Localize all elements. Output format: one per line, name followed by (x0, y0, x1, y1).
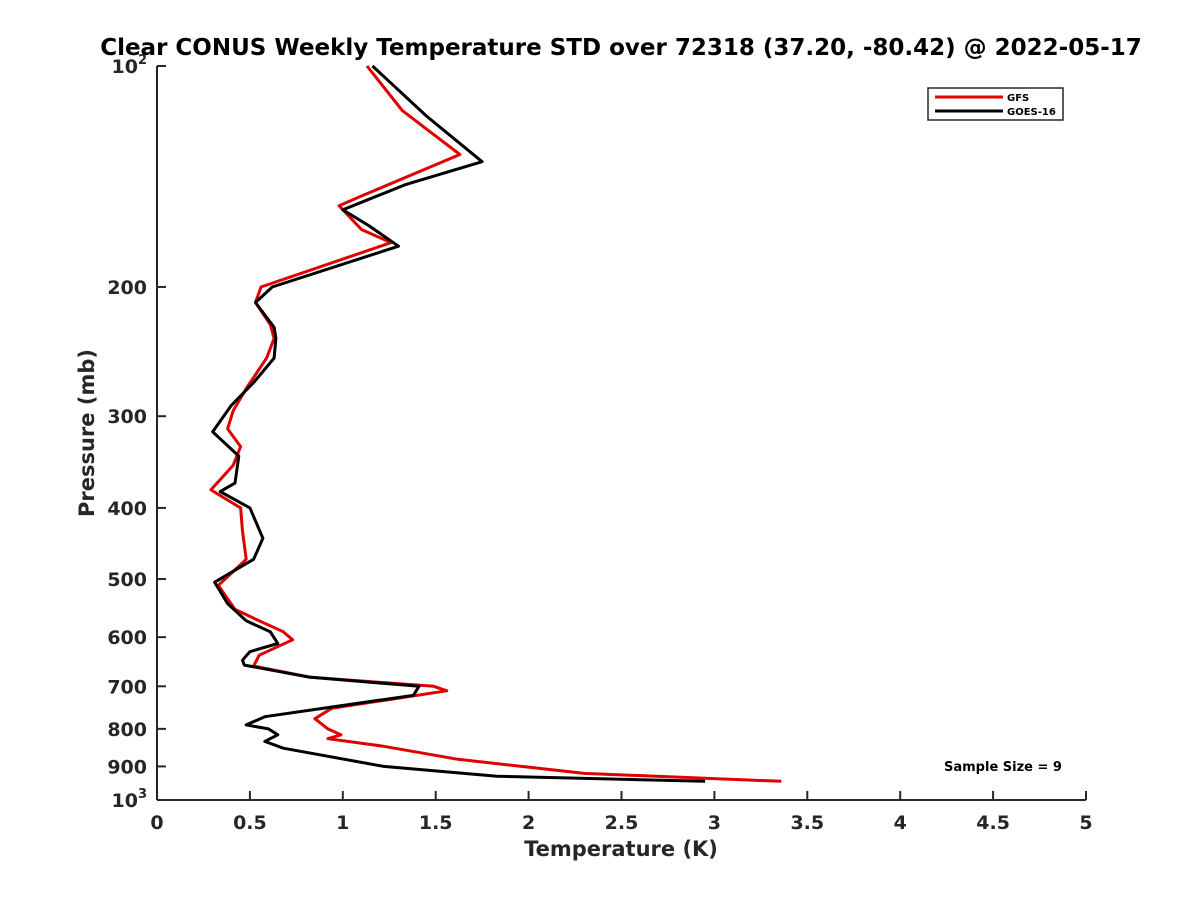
axes: 0 0.5 1 1.5 2 2.5 3 3.5 4 4.5 5 102 200 300 400 500 600 7… (107, 53, 1092, 834)
x-tick-label: 4 (894, 812, 907, 834)
y-tick-label: 600 (107, 627, 147, 649)
legend-label: GFS (1007, 93, 1029, 104)
y-tick-label: 102 (112, 53, 148, 78)
series-layer (209, 64, 782, 783)
legend: GFS GOES-16 (927, 87, 1064, 121)
x-tick-label: 1 (336, 812, 349, 834)
y-tick-label: 900 (107, 756, 147, 778)
y-tick-label: 400 (107, 498, 147, 520)
x-tick-label: 1.5 (419, 812, 453, 834)
x-tick-label: 0 (150, 812, 163, 834)
legend-box (927, 87, 1064, 121)
y-tick-label: 300 (107, 406, 147, 428)
x-tick-label: 5 (1079, 812, 1092, 834)
x-tick-label: 2.5 (605, 812, 639, 834)
y-tick-label: 500 (107, 569, 147, 591)
series-line-goes16 (211, 64, 706, 783)
x-tick-label: 2 (522, 812, 535, 834)
legend-label: GOES-16 (1007, 107, 1056, 118)
x-tick-label: 3 (708, 812, 721, 834)
x-axis-label: Temperature (K) (524, 837, 718, 861)
x-tick-label: 3.5 (790, 812, 824, 834)
y-tick-label: 700 (107, 676, 147, 698)
x-tick-label: 4.5 (976, 812, 1010, 834)
y-axis-label: Pressure (mb) (75, 349, 99, 517)
series-line-gfs (209, 65, 782, 783)
y-tick-label: 800 (107, 719, 147, 741)
chart-title: Clear CONUS Weekly Temperature STD over … (100, 35, 1142, 61)
x-tick-label: 0.5 (233, 812, 267, 834)
y-tick-label: 103 (112, 787, 148, 812)
y-tick-label: 200 (107, 277, 147, 299)
sample-size-annotation: Sample Size = 9 (944, 760, 1062, 775)
